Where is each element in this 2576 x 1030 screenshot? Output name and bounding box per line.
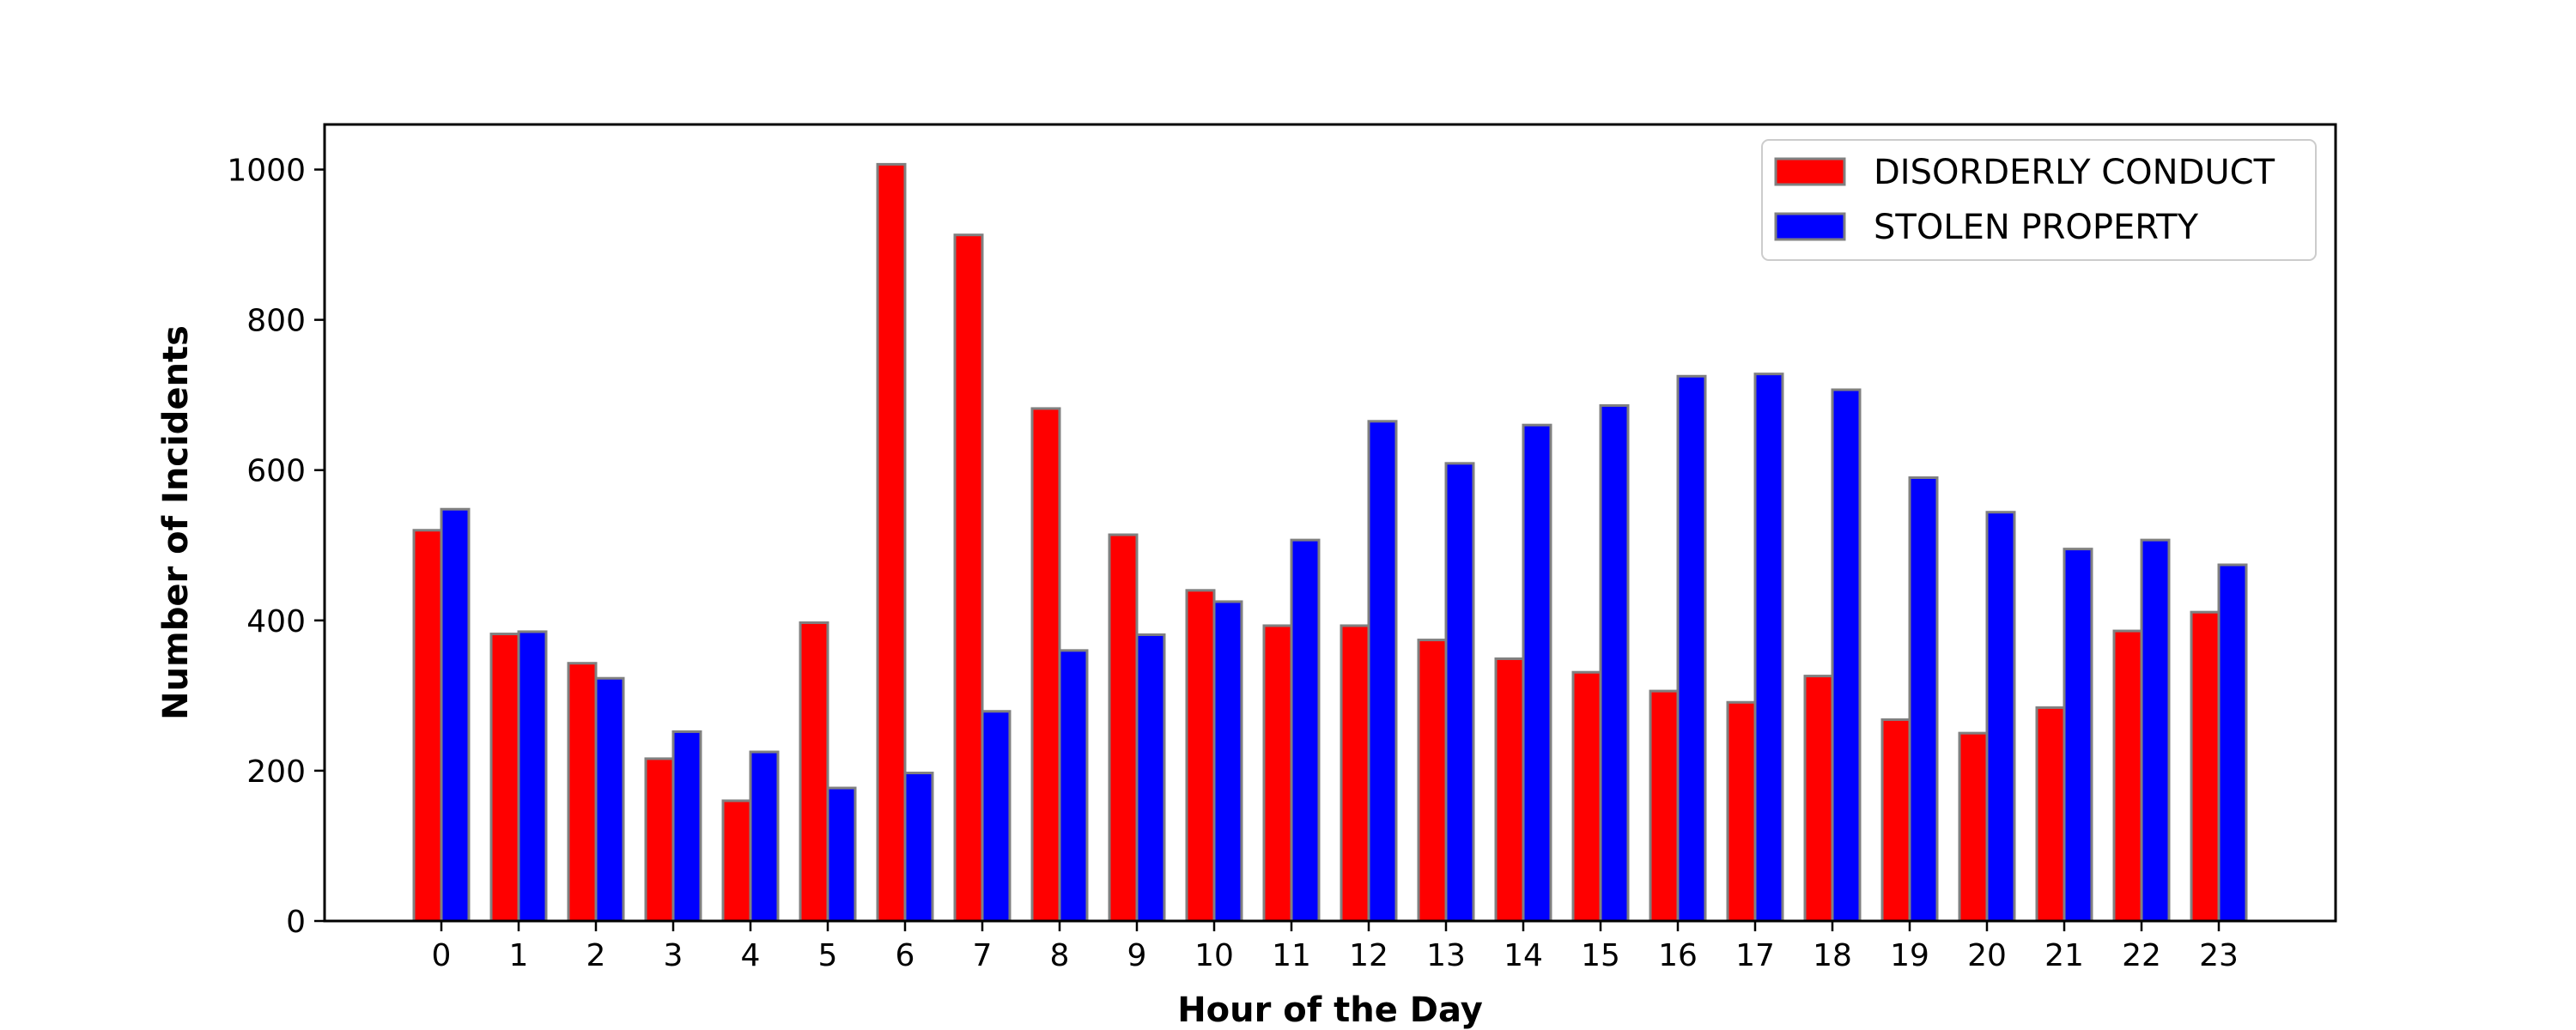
bar-stolen-property-5 bbox=[826, 786, 857, 923]
y-tick-label: 600 bbox=[246, 454, 306, 489]
bar-stolen-property-8 bbox=[1058, 649, 1089, 923]
bar-disorderly-conduct-19 bbox=[1880, 718, 1911, 923]
x-tick-label: 8 bbox=[1050, 938, 1070, 973]
bar-stolen-property-12 bbox=[1367, 420, 1398, 923]
bar-disorderly-conduct-17 bbox=[1726, 700, 1757, 923]
bar-stolen-property-11 bbox=[1290, 538, 1321, 923]
bar-stolen-property-6 bbox=[903, 772, 934, 923]
bar-disorderly-conduct-13 bbox=[1417, 639, 1448, 923]
bar-stolen-property-22 bbox=[2140, 538, 2171, 923]
bar-stolen-property-23 bbox=[2217, 563, 2248, 923]
bar-disorderly-conduct-21 bbox=[2035, 706, 2066, 923]
y-tick-label: 800 bbox=[246, 304, 306, 339]
x-tick-label: 4 bbox=[741, 938, 761, 973]
bar-stolen-property-15 bbox=[1599, 403, 1630, 923]
x-tick-label: 18 bbox=[1813, 938, 1852, 973]
bar-disorderly-conduct-8 bbox=[1030, 407, 1061, 923]
legend-swatch-disorderly-conduct bbox=[1774, 157, 1846, 186]
y-tick-label: 1000 bbox=[227, 154, 306, 189]
x-tick-label: 15 bbox=[1581, 938, 1620, 973]
bar-stolen-property-1 bbox=[517, 630, 548, 923]
bar-disorderly-conduct-9 bbox=[1108, 533, 1139, 923]
legend-label-stolen-property: STOLEN PROPERTY bbox=[1874, 208, 2199, 247]
bar-stolen-property-18 bbox=[1831, 388, 1862, 923]
x-tick-label: 14 bbox=[1504, 938, 1543, 973]
x-tick-label: 9 bbox=[1127, 938, 1147, 973]
x-tick-label: 12 bbox=[1349, 938, 1388, 973]
x-tick-label: 3 bbox=[664, 938, 683, 973]
x-tick-label: 21 bbox=[2044, 938, 2084, 973]
legend-swatch-stolen-property bbox=[1774, 212, 1846, 241]
bar-stolen-property-0 bbox=[440, 507, 471, 923]
x-tick-label: 10 bbox=[1194, 938, 1234, 973]
bar-disorderly-conduct-15 bbox=[1571, 670, 1602, 923]
legend: DISORDERLY CONDUCT STOLEN PROPERTY bbox=[1761, 139, 2317, 261]
bar-stolen-property-7 bbox=[981, 710, 1012, 923]
y-tick-label: 400 bbox=[246, 604, 306, 639]
x-tick-label: 19 bbox=[1890, 938, 1929, 973]
bar-stolen-property-13 bbox=[1444, 462, 1475, 923]
bar-stolen-property-16 bbox=[1676, 374, 1707, 923]
bar-disorderly-conduct-10 bbox=[1185, 589, 1216, 923]
bar-stolen-property-4 bbox=[749, 750, 780, 923]
x-tick-label: 16 bbox=[1658, 938, 1698, 973]
bar-disorderly-conduct-2 bbox=[567, 662, 598, 923]
x-tick-label: 5 bbox=[818, 938, 838, 973]
bar-stolen-property-19 bbox=[1908, 476, 1939, 923]
x-tick-label: 0 bbox=[432, 938, 452, 973]
x-tick-label: 23 bbox=[2199, 938, 2239, 973]
bars-layer bbox=[412, 162, 2248, 923]
x-tick-label: 2 bbox=[586, 938, 606, 973]
y-axis-label: Number of Incidents bbox=[156, 325, 196, 720]
bar-disorderly-conduct-4 bbox=[721, 799, 752, 923]
bar-disorderly-conduct-14 bbox=[1494, 657, 1525, 923]
bar-disorderly-conduct-12 bbox=[1340, 624, 1370, 923]
legend-box bbox=[1761, 139, 2317, 261]
y-tick-label: 0 bbox=[286, 905, 306, 940]
bar-disorderly-conduct-0 bbox=[412, 529, 443, 923]
bar-disorderly-conduct-7 bbox=[953, 233, 984, 923]
bar-stolen-property-3 bbox=[671, 730, 702, 923]
bar-stolen-property-17 bbox=[1753, 373, 1784, 923]
x-tick-label: 1 bbox=[509, 938, 529, 973]
bar-disorderly-conduct-18 bbox=[1803, 675, 1834, 923]
x-tick-label: 11 bbox=[1272, 938, 1311, 973]
bar-stolen-property-9 bbox=[1135, 633, 1166, 923]
bar-disorderly-conduct-22 bbox=[2112, 629, 2143, 923]
bar-stolen-property-10 bbox=[1212, 600, 1243, 923]
x-tick-label: 22 bbox=[2122, 938, 2161, 973]
x-tick-label: 7 bbox=[973, 938, 993, 973]
bar-disorderly-conduct-5 bbox=[799, 621, 829, 923]
bar-disorderly-conduct-20 bbox=[1958, 731, 1989, 923]
bar-stolen-property-20 bbox=[1985, 511, 2016, 923]
bar-stolen-property-14 bbox=[1522, 423, 1552, 923]
bar-disorderly-conduct-6 bbox=[876, 162, 907, 923]
x-tick-label: 20 bbox=[1967, 938, 2007, 973]
bar-disorderly-conduct-11 bbox=[1262, 624, 1293, 923]
plot-area-frame bbox=[323, 123, 2337, 923]
bar-stolen-property-2 bbox=[594, 676, 625, 923]
y-tick-label: 200 bbox=[246, 754, 306, 790]
bar-stolen-property-21 bbox=[2063, 548, 2093, 923]
bar-disorderly-conduct-1 bbox=[489, 633, 520, 923]
x-axis-label: Hour of the Day bbox=[1177, 991, 1483, 1030]
x-tick-label: 6 bbox=[896, 938, 915, 973]
x-tick-label: 17 bbox=[1735, 938, 1775, 973]
x-tick-label: 13 bbox=[1426, 938, 1466, 973]
legend-label-disorderly-conduct: DISORDERLY CONDUCT bbox=[1874, 153, 2275, 192]
bar-disorderly-conduct-23 bbox=[2190, 610, 2221, 923]
bar-disorderly-conduct-3 bbox=[644, 757, 675, 923]
bar-disorderly-conduct-16 bbox=[1649, 689, 1680, 923]
ticks-layer: 0 1 2 3 4 5 6 7 8 9 10 11 12 13 14 15 16 17 18 19 20 21 22 2302… bbox=[227, 154, 2239, 973]
